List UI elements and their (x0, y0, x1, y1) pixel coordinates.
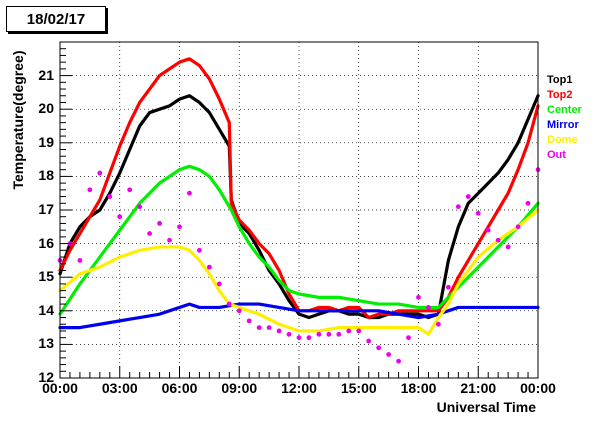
x-tick-label: 03:00 (101, 380, 138, 396)
series-top2 (58, 57, 540, 320)
x-tick-label: 21:00 (460, 380, 497, 396)
y-tick-label: 17 (38, 201, 54, 217)
point-out (177, 224, 182, 230)
x-axis-label: Universal Time (436, 399, 536, 415)
point-out (386, 352, 392, 357)
line-top2 (58, 57, 540, 320)
x-tick-label: 12:00 (281, 380, 317, 396)
point-out (515, 224, 521, 230)
point-out (246, 318, 252, 324)
point-out (426, 305, 431, 310)
y-tick-label: 12 (38, 369, 54, 385)
point-out (187, 190, 192, 196)
point-out (416, 294, 421, 300)
line-mirror (58, 302, 540, 330)
legend-entry-dome: Dome (547, 134, 578, 146)
y-tick-label: 18 (38, 167, 54, 184)
point-out (117, 214, 123, 220)
point-out (475, 210, 481, 216)
point-out (326, 331, 332, 337)
line-top1 (58, 94, 540, 320)
y-tick-label: 16 (38, 234, 54, 251)
point-out (266, 325, 272, 330)
point-out (206, 264, 212, 270)
x-tick-label: 00:00 (42, 380, 78, 396)
point-out (376, 345, 382, 351)
legend-entry-top2: Top2 (547, 89, 573, 101)
point-out (77, 258, 83, 263)
y-tick-label: 20 (38, 100, 54, 117)
series-layer (57, 57, 541, 364)
x-tick-label: 15:00 (340, 380, 377, 396)
y-tick-label: 19 (38, 133, 54, 150)
series-center (58, 164, 540, 316)
point-out (356, 328, 362, 334)
y-tick-label: 21 (38, 66, 54, 83)
point-out (256, 325, 262, 330)
point-out (306, 335, 312, 341)
point-out (396, 358, 401, 364)
point-out (505, 244, 511, 250)
point-out (296, 335, 302, 341)
legend-entry-mirror: Mirror (547, 119, 579, 131)
x-tick-label: 18:00 (400, 380, 437, 396)
point-out (97, 170, 103, 176)
point-out (455, 204, 461, 210)
point-out (127, 187, 133, 193)
point-out (107, 194, 113, 199)
point-out (495, 237, 501, 243)
y-tick-label: 15 (38, 268, 54, 285)
point-out (445, 284, 451, 290)
point-out (157, 221, 162, 226)
point-out (236, 308, 242, 314)
x-tick-label: 09:00 (221, 380, 258, 396)
y-tick-label: 13 (38, 335, 54, 352)
line-dome (58, 208, 540, 336)
point-out (147, 231, 153, 236)
legend-entry-out: Out (547, 149, 566, 161)
date-title: 18/02/17 (6, 6, 106, 32)
point-out (276, 328, 282, 334)
point-out (316, 331, 322, 337)
x-tick-label: 00:00 (520, 380, 556, 396)
y-tick-label: 14 (38, 301, 54, 318)
point-out (346, 328, 352, 334)
legend: Top1 Top2 Center Mirror Dome Out (547, 73, 582, 163)
x-tick-label: 06:00 (161, 380, 198, 396)
point-out (366, 338, 372, 344)
series-mirror (58, 302, 540, 330)
legend-entry-top1: Top1 (547, 74, 573, 86)
axis-ticks (59, 41, 539, 379)
point-out (286, 331, 292, 337)
point-out (226, 301, 232, 307)
point-out (525, 200, 531, 206)
point-out (216, 281, 222, 287)
point-out (197, 247, 202, 253)
series-top1 (58, 94, 540, 320)
point-out (137, 204, 143, 210)
series-dome (58, 208, 540, 336)
point-out (87, 187, 93, 193)
point-out (465, 194, 471, 199)
point-out (436, 321, 441, 327)
point-out (336, 331, 342, 337)
point-out (167, 237, 172, 243)
point-out (406, 335, 411, 341)
point-out (485, 227, 491, 233)
legend-entry-center: Center (547, 104, 582, 116)
line-center (58, 164, 540, 316)
